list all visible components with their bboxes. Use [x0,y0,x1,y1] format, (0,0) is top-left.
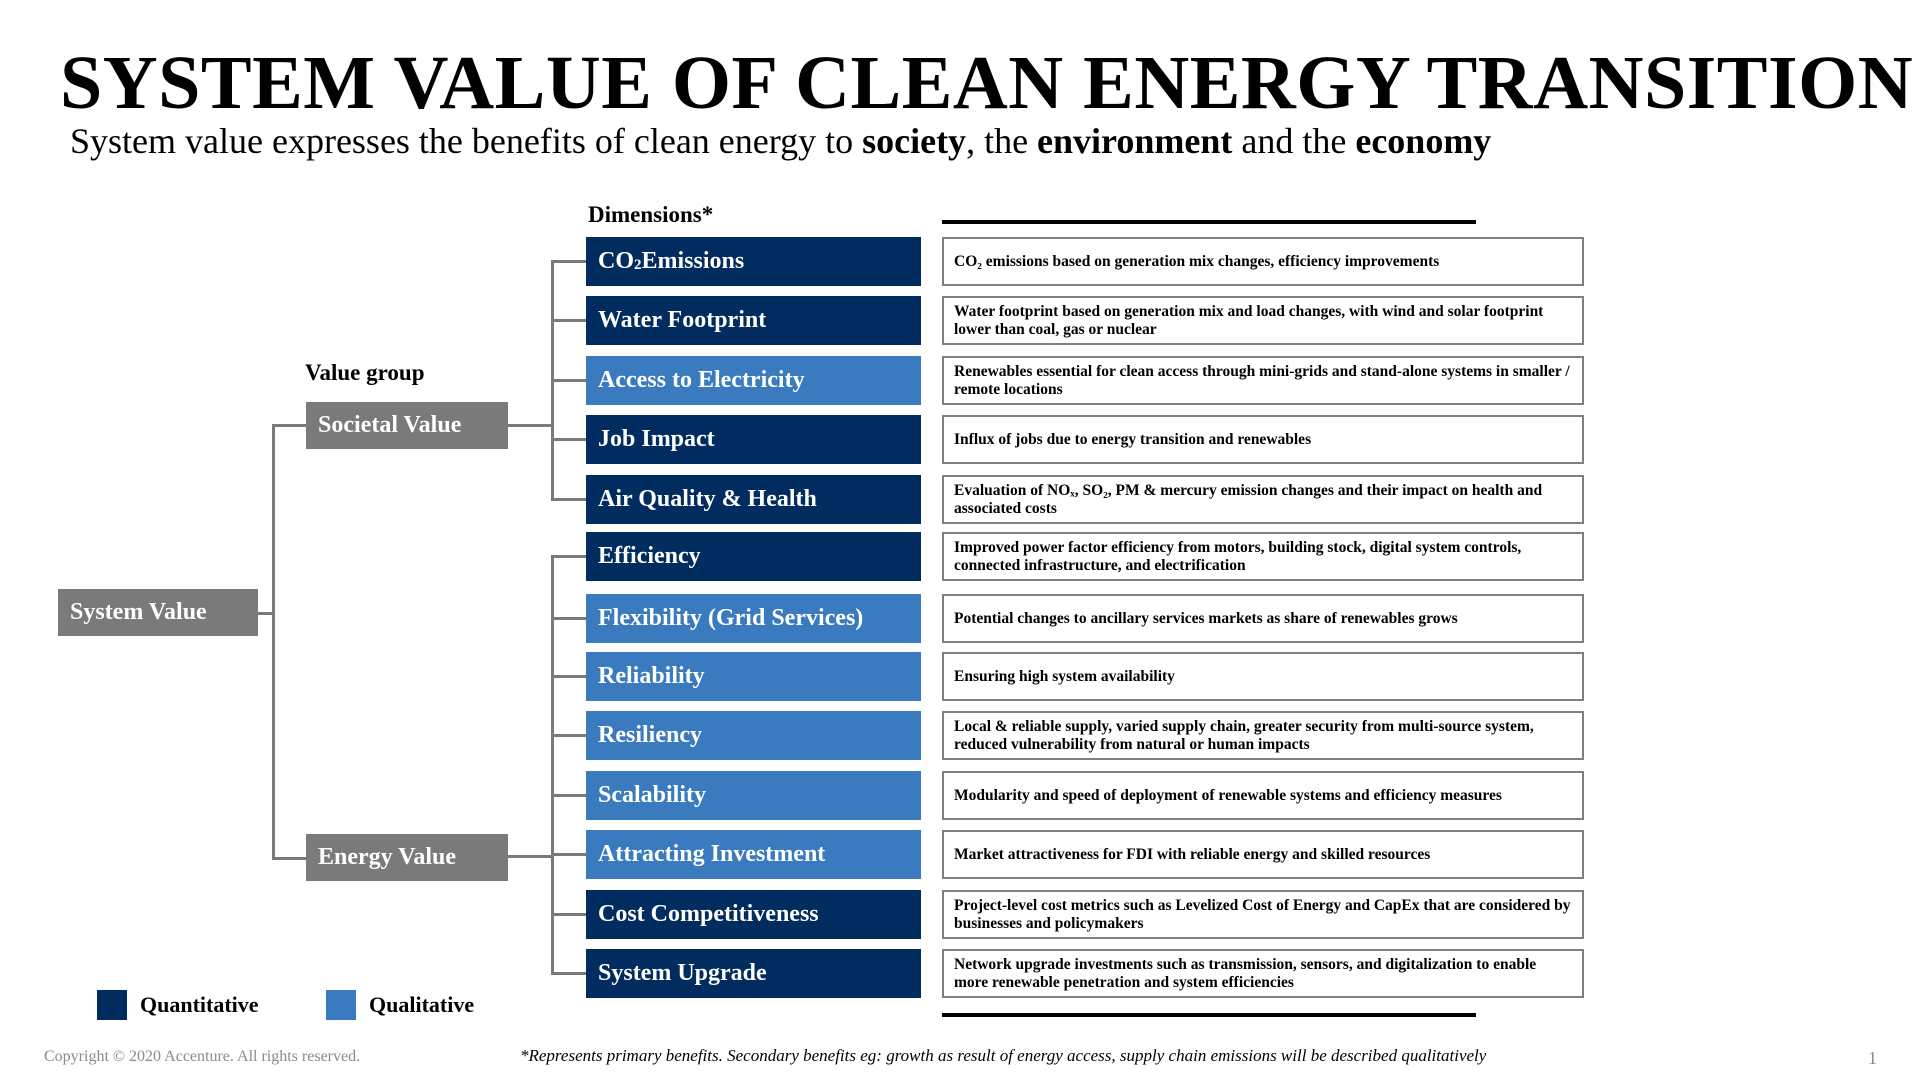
dimension-cost-competitiveness: Cost Competitiveness [586,890,921,939]
legend-qualitative-swatch [326,990,356,1020]
connector-root [256,612,274,615]
subtitle-bold-environment: environment [1037,121,1233,161]
subtitle-text-2: , the [966,121,1038,161]
connector-to-societal [272,424,308,427]
dimension-tick [551,972,587,975]
dimension-flexibility: Flexibility (Grid Services) [586,594,921,643]
subtitle-text-1: System value expresses the benefits of c… [70,121,863,161]
dimension-tick [551,498,587,501]
legend-quantitative-swatch [97,990,127,1020]
description-reliability: Ensuring high system availability [942,652,1584,701]
dimensions-header: Dimensions* [588,202,714,227]
value-group-header: Value group [305,360,425,385]
dimension-tick [551,379,587,382]
description-job-impact: Influx of jobs due to energy transition … [942,415,1584,464]
dimension-reliability: Reliability [586,652,921,701]
dimension-tick [551,319,587,322]
description-scalability: Modularity and speed of deployment of re… [942,771,1584,820]
dimension-water-footprint: Water Footprint [586,296,921,345]
legend-qualitative-label: Qualitative [369,992,475,1017]
dimension-scalability: Scalability [586,771,921,820]
connector-energy-spine [551,557,554,973]
description-access-to-electricity: Renewables essential for clean access th… [942,356,1584,405]
description-attracting-investment: Market attractiveness for FDI with relia… [942,830,1584,879]
dimension-tick [551,555,587,558]
dimension-subscript: 2 [634,257,642,273]
dimension-tick [551,853,587,856]
description-co2-emissions: CO₂ emissions based on generation mix ch… [942,237,1584,286]
description-system-upgrade: Network upgrade investments such as tran… [942,949,1584,998]
footnote: *Represents primary benefits. Secondary … [520,1046,1487,1065]
description-cost-competitiveness: Project-level cost metrics such as Level… [942,890,1584,939]
dimension-attracting-investment: Attracting Investment [586,830,921,879]
system-value-node: System Value [58,589,258,636]
dimension-tick [551,260,587,263]
dimension-system-upgrade: System Upgrade [586,949,921,998]
description-water-footprint: Water footprint based on generation mix … [942,296,1584,345]
subtitle-text-3: and the [1232,121,1356,161]
dimension-label-rest: Emissions [641,248,745,274]
legend-quantitative-label: Quantitative [140,992,259,1017]
dimension-access-to-electricity: Access to Electricity [586,356,921,405]
subtitle-bold-economy: economy [1355,121,1492,161]
bottom-rule [942,1013,1476,1017]
dimension-tick [551,734,587,737]
dimension-tick [551,675,587,678]
connector-energy-out [506,855,554,858]
page-title: SYSTEM VALUE OF CLEAN ENERGY TRANSITION [60,41,1914,125]
description-air-quality-health: Evaluation of NOₓ, SO₂, PM & mercury emi… [942,475,1584,524]
top-rule [942,220,1476,224]
page-subtitle: System value expresses the benefits of c… [70,120,1491,162]
dimension-air-quality-health: Air Quality & Health [586,475,921,524]
dimension-efficiency: Efficiency [586,532,921,581]
description-efficiency: Improved power factor efficiency from mo… [942,532,1584,581]
dimension-tick [551,617,587,620]
energy-value-node: Energy Value [306,834,508,881]
dimension-tick [551,438,587,441]
connector-societal-out [506,424,554,427]
copyright: Copyright © 2020 Accenture. All rights r… [44,1048,361,1065]
connector-to-energy [272,857,308,860]
subtitle-bold-society: society [862,121,967,161]
dimension-co2-emissions: CO 2 Emissions [586,237,921,286]
description-resiliency: Local & reliable supply, varied supply c… [942,711,1584,760]
page-number: 1 [1868,1048,1877,1068]
dimension-tick [551,794,587,797]
dimension-tick [551,913,587,916]
societal-value-node: Societal Value [306,402,508,449]
dimension-job-impact: Job Impact [586,415,921,464]
dimension-label: CO [598,248,634,274]
description-flexibility: Potential changes to ancillary services … [942,594,1584,643]
connector-root-spine [272,424,275,860]
dimension-resiliency: Resiliency [586,711,921,760]
